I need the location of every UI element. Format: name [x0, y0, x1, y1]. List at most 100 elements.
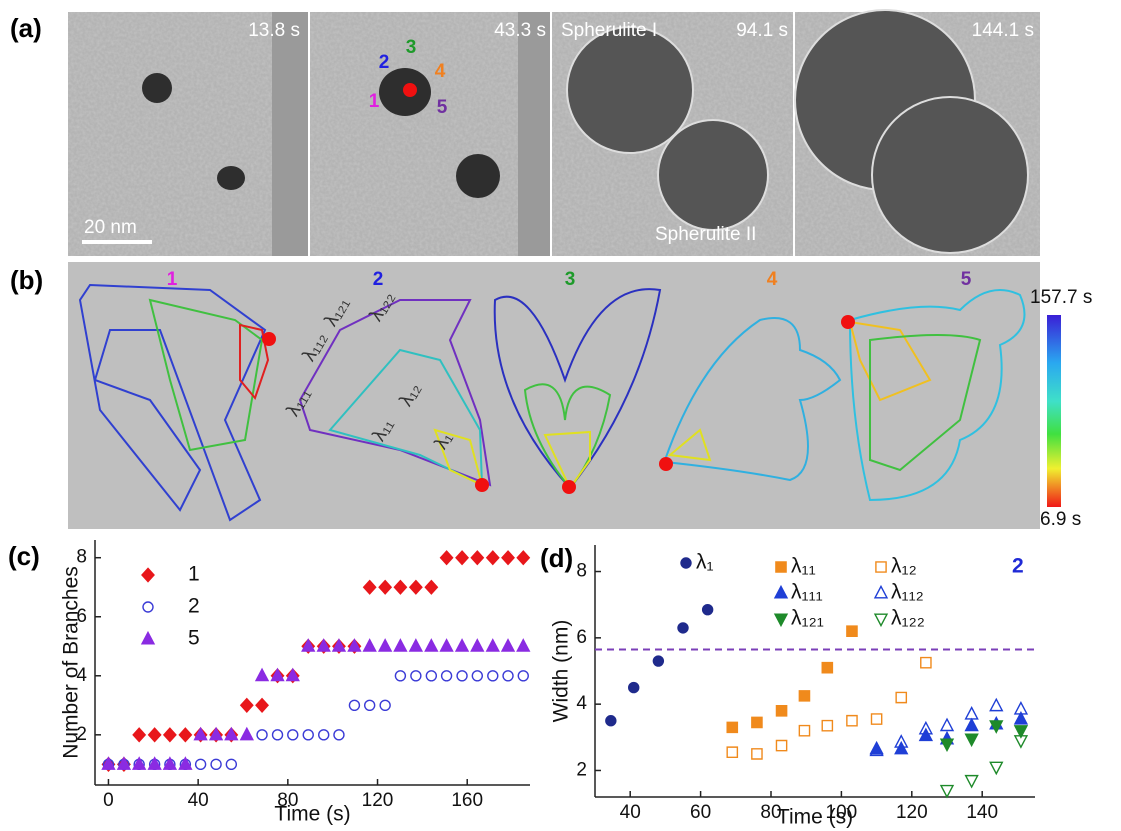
marker: [408, 579, 423, 595]
x-tick-label: 120: [362, 790, 394, 811]
marker: [775, 561, 787, 573]
marker: [821, 661, 834, 674]
marker: [516, 638, 531, 652]
marker: [870, 713, 883, 725]
marker: [470, 550, 485, 566]
marker: [895, 691, 908, 704]
panel-label: (a): [10, 13, 42, 43]
scale-bar-label: 20 nm: [84, 217, 137, 238]
marker: [677, 622, 689, 634]
marker: [846, 714, 858, 727]
y-tick-label: 2: [76, 724, 87, 745]
marker: [1013, 735, 1029, 749]
x-tick-label: 60: [690, 802, 711, 823]
marker: [394, 670, 407, 682]
y-tick-label: 4: [576, 693, 587, 714]
marker: [773, 613, 789, 628]
marker: [918, 720, 934, 735]
legend-label: λ₁₁: [791, 555, 816, 578]
x-tick-label: 140: [966, 802, 998, 823]
marker: [775, 739, 788, 752]
marker: [939, 784, 955, 799]
marker: [487, 670, 499, 682]
marker: [751, 716, 763, 729]
marker: [894, 734, 909, 748]
marker: [821, 719, 834, 732]
legend-label: λ₁: [696, 551, 714, 574]
marker: [485, 638, 500, 652]
marker: [425, 670, 438, 682]
y-tick-label: 8: [76, 547, 87, 568]
marker: [500, 638, 516, 652]
marker: [239, 726, 254, 741]
marker: [162, 756, 178, 770]
marker: [363, 699, 376, 712]
contours: [78, 283, 1026, 522]
marker: [456, 670, 468, 682]
marker: [208, 726, 224, 741]
marker: [379, 699, 391, 712]
marker: [873, 584, 889, 599]
frame-time: 13.8 s: [248, 20, 300, 41]
marker: [162, 727, 177, 743]
marker: [410, 670, 422, 682]
marker: [516, 550, 531, 566]
x-tick-label: 120: [896, 802, 928, 823]
marker: [894, 740, 909, 755]
marker: [101, 756, 116, 770]
marker: [726, 721, 739, 734]
branch-title: 1: [167, 269, 178, 290]
marker: [302, 729, 314, 741]
x-tick-label: 80: [277, 790, 298, 811]
marker: [270, 667, 285, 682]
marker: [1013, 710, 1029, 725]
y-tick-label: 4: [76, 665, 87, 686]
legend-label: λ₁₂: [891, 555, 917, 578]
y-tick-label: 6: [576, 627, 587, 648]
x-axis-title: Time (s): [777, 806, 853, 829]
marker: [393, 579, 408, 595]
legend-label: 1: [188, 563, 200, 586]
marker: [964, 717, 979, 732]
marker: [964, 706, 979, 720]
marker: [439, 550, 454, 566]
marker: [378, 579, 393, 595]
contour-panel: [68, 262, 1040, 529]
branch-number: 3: [406, 37, 417, 58]
marker: [454, 638, 470, 652]
marker: [875, 561, 887, 573]
marker: [1013, 701, 1029, 715]
marker: [132, 727, 147, 743]
marker: [628, 681, 640, 694]
marker: [939, 717, 955, 732]
branch-number: 4: [435, 61, 446, 82]
marker: [439, 638, 454, 652]
marker: [517, 670, 529, 682]
marker: [775, 704, 788, 717]
annotation: 2: [1012, 555, 1024, 578]
branch-title: 3: [565, 269, 576, 290]
x-tick-label: 0: [103, 790, 114, 811]
marker: [331, 638, 347, 652]
marker: [939, 738, 955, 753]
marker: [178, 756, 193, 770]
marker: [147, 727, 162, 743]
marker: [224, 726, 239, 741]
marker: [318, 729, 330, 741]
marker: [440, 670, 453, 682]
marker: [225, 758, 238, 771]
colorbar-min: 6.9 s: [1040, 509, 1081, 530]
colorbar-max: 157.7 s: [1030, 287, 1092, 308]
y-axis-title: Width (nm): [550, 620, 573, 723]
legend-label: λ₁₁₂: [891, 581, 924, 604]
branch-title: 2: [373, 269, 384, 290]
marker: [210, 758, 222, 771]
marker: [140, 630, 156, 645]
x-axis-title: Time (s): [274, 803, 350, 826]
marker: [652, 655, 665, 667]
marker: [726, 746, 739, 759]
marker: [920, 656, 932, 669]
marker: [347, 638, 362, 652]
legend-label: 5: [188, 627, 200, 650]
